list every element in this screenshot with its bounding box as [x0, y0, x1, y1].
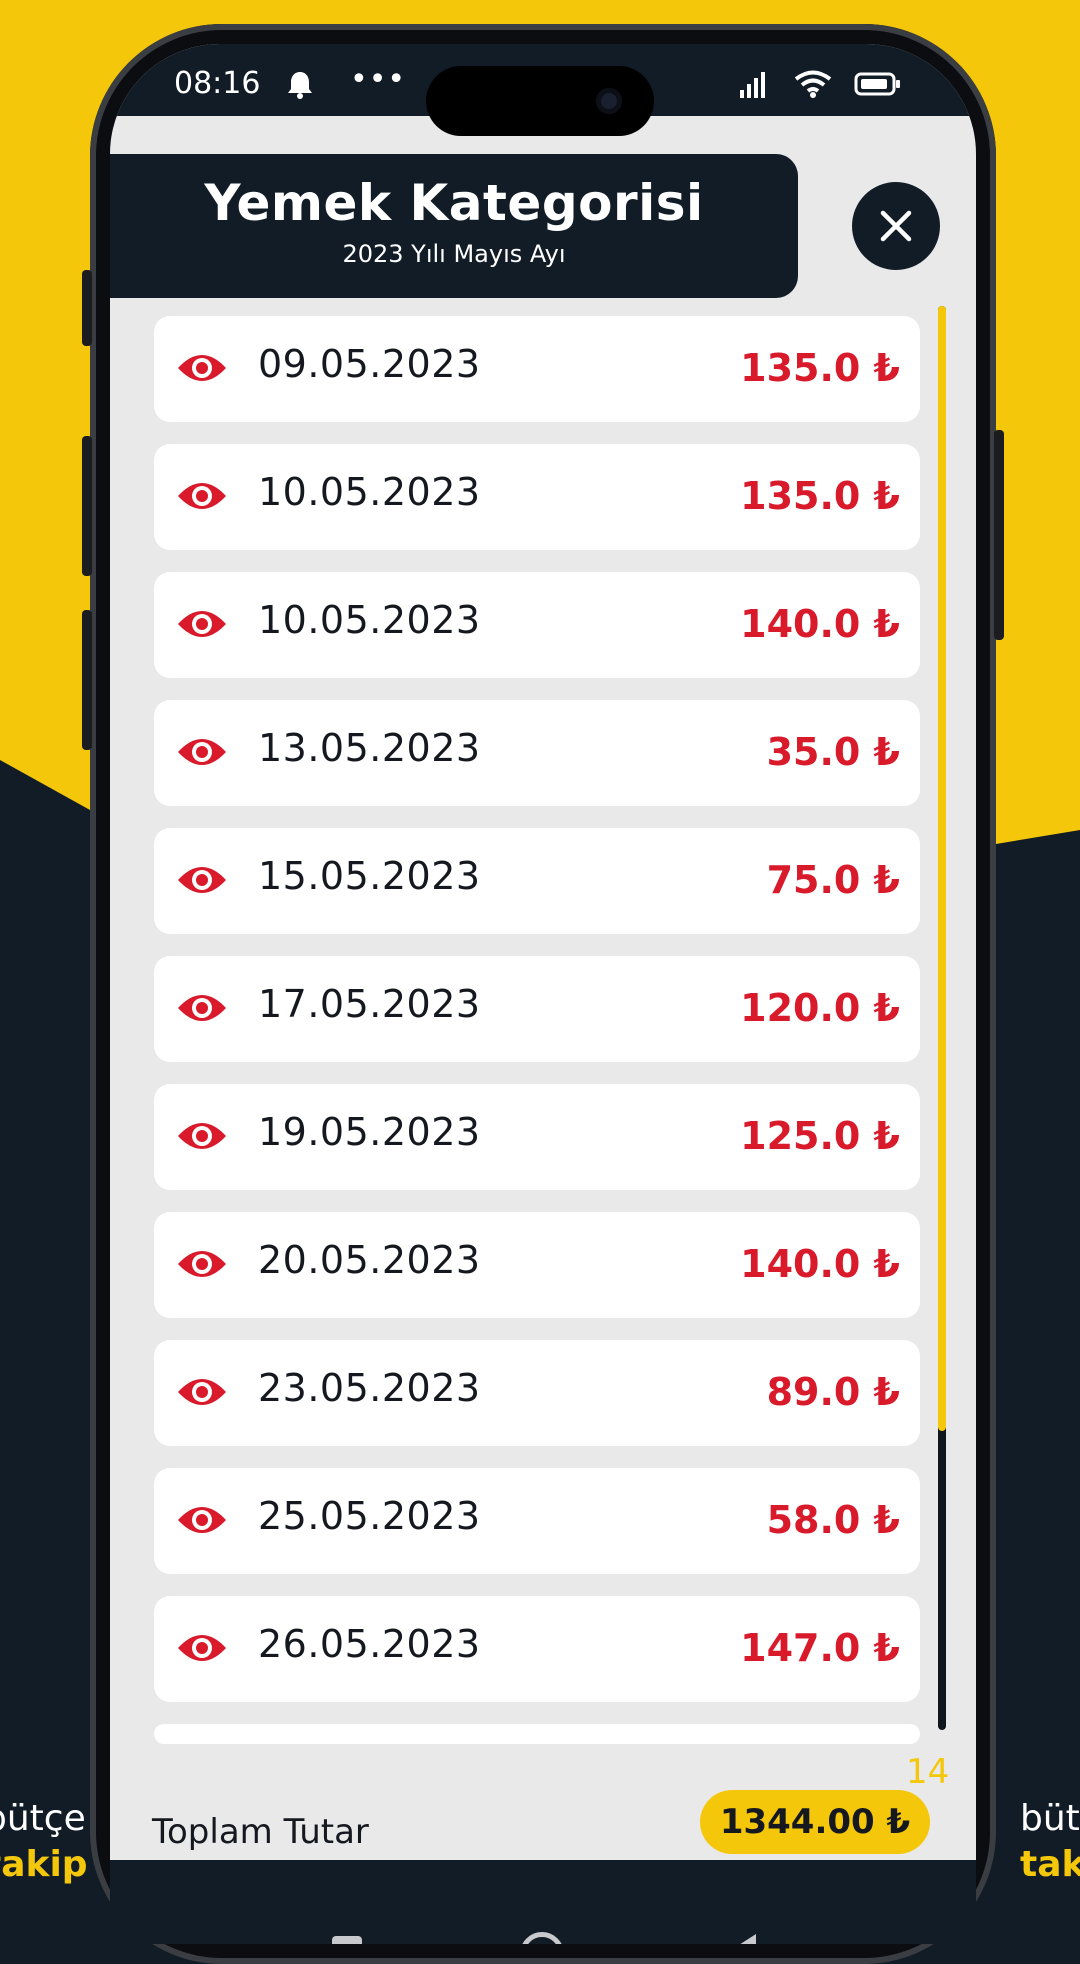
entry-amount: 35.0 ₺ — [766, 730, 900, 774]
entry-date: 23.05.2023 — [258, 1366, 481, 1410]
list-item[interactable]: 10.05.2023 140.0 ₺ — [154, 572, 920, 678]
entry-date: 26.05.2023 — [258, 1622, 481, 1666]
close-icon — [880, 210, 912, 242]
phone-volume-down-button — [82, 610, 92, 750]
list-item[interactable]: 17.05.2023 120.0 ₺ — [154, 956, 920, 1062]
eye-icon[interactable] — [176, 1370, 228, 1414]
entry-amount: 75.0 ₺ — [766, 858, 900, 902]
eye-icon[interactable] — [176, 1114, 228, 1158]
page-subtitle: 2023 Yılı Mayıs Ayı — [342, 240, 566, 268]
entry-amount: 89.0 ₺ — [766, 1370, 900, 1414]
entry-amount: 58.0 ₺ — [766, 1498, 900, 1542]
background-tagline-right: bütçe takip — [1020, 1796, 1080, 1888]
entry-date: 10.05.2023 — [258, 598, 481, 642]
entry-amount: 120.0 ₺ — [740, 986, 900, 1030]
eye-icon[interactable] — [176, 1626, 228, 1670]
entry-date: 17.05.2023 — [258, 982, 481, 1026]
list-item[interactable]: 25.05.2023 58.0 ₺ — [154, 1468, 920, 1574]
entry-amount: 135.0 ₺ — [740, 346, 900, 390]
app-screen: 08:16 ••• Yemek Kategorisi 2023 Yılı May… — [110, 44, 976, 1944]
eye-icon[interactable] — [176, 1498, 228, 1542]
list-item[interactable]: 13.05.2023 35.0 ₺ — [154, 700, 920, 806]
signal-icon — [740, 72, 765, 98]
eye-icon[interactable] — [176, 602, 228, 646]
background-tagline-left: bütçe takip — [0, 1796, 88, 1888]
entry-date: 10.05.2023 — [258, 470, 481, 514]
more-notifications-icon: ••• — [350, 62, 407, 97]
front-camera — [596, 88, 622, 114]
entry-count: 14 — [906, 1752, 950, 1792]
home-icon[interactable] — [520, 1932, 564, 1944]
entry-date: 09.05.2023 — [258, 342, 481, 386]
navigation-bar — [110, 1860, 976, 1944]
list-item[interactable]: 20.05.2023 140.0 ₺ — [154, 1212, 920, 1318]
page-title: Yemek Kategorisi — [204, 174, 704, 232]
eye-icon[interactable] — [176, 474, 228, 518]
list-item[interactable]: 26.05.2023 147.0 ₺ — [154, 1596, 920, 1702]
battery-icon — [854, 72, 900, 96]
scrollbar-thumb[interactable] — [938, 306, 946, 1431]
entry-date: 15.05.2023 — [258, 854, 481, 898]
entry-date: 20.05.2023 — [258, 1238, 481, 1282]
entry-date: 19.05.2023 — [258, 1110, 481, 1154]
recent-apps-icon[interactable] — [332, 1936, 362, 1944]
entry-amount: 147.0 ₺ — [740, 1626, 900, 1670]
tagline-left-line1: bütçe — [0, 1798, 86, 1839]
eye-icon[interactable] — [176, 1242, 228, 1286]
entry-amount: 140.0 ₺ — [740, 1242, 900, 1286]
tagline-left-line2: takip — [0, 1844, 88, 1885]
entry-amount: 140.0 ₺ — [740, 602, 900, 646]
eye-icon[interactable] — [176, 986, 228, 1030]
category-header — [110, 154, 798, 298]
back-icon[interactable] — [724, 1932, 758, 1944]
list-item[interactable]: 19.05.2023 125.0 ₺ — [154, 1084, 920, 1190]
list-item[interactable]: 10.05.2023 135.0 ₺ — [154, 444, 920, 550]
tagline-right-line2: takip — [1020, 1844, 1080, 1885]
eye-icon[interactable] — [176, 346, 228, 390]
tagline-right-line1: bütçe — [1020, 1798, 1080, 1839]
status-time: 08:16 — [174, 66, 261, 101]
list-item[interactable]: 09.05.2023 135.0 ₺ — [154, 316, 920, 422]
entry-date: 25.05.2023 — [258, 1494, 481, 1538]
eye-icon[interactable] — [176, 858, 228, 902]
wifi-icon — [794, 70, 832, 98]
list-item[interactable]: 15.05.2023 75.0 ₺ — [154, 828, 920, 934]
entry-amount: 125.0 ₺ — [740, 1114, 900, 1158]
bell-icon — [288, 72, 312, 99]
phone-volume-up-button — [82, 436, 92, 576]
eye-icon[interactable] — [176, 730, 228, 774]
entry-amount: 135.0 ₺ — [740, 474, 900, 518]
list-item[interactable]: 23.05.2023 89.0 ₺ — [154, 1340, 920, 1446]
close-button[interactable] — [852, 182, 940, 270]
total-amount-badge: 1344.00 ₺ — [700, 1790, 930, 1854]
phone-side-button — [82, 270, 92, 346]
phone-power-button — [994, 430, 1004, 640]
entry-date: 13.05.2023 — [258, 726, 481, 770]
total-label: Toplam Tutar — [152, 1812, 369, 1852]
list-item-partial[interactable] — [154, 1724, 920, 1744]
